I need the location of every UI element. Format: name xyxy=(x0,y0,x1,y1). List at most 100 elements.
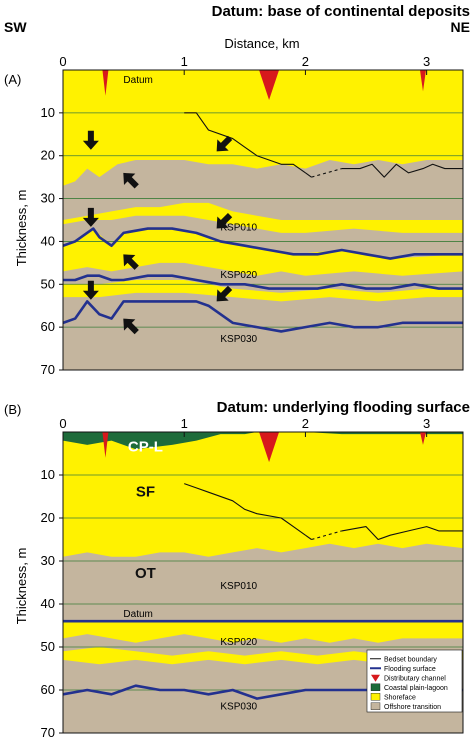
arrow-shape xyxy=(123,172,139,189)
distributary-channel xyxy=(102,70,109,96)
x-tick-label: 0 xyxy=(59,54,66,69)
y-tick-label: 70 xyxy=(41,725,55,740)
panel-b-title: Datum: underlying flooding surface xyxy=(217,399,470,416)
plot-frame xyxy=(62,69,464,371)
bedset-boundary-line xyxy=(184,483,306,536)
legend-box xyxy=(366,649,463,713)
arrow-marker xyxy=(123,318,139,335)
flooding-surface-line xyxy=(63,274,463,290)
y-tick-label: 30 xyxy=(41,191,55,206)
panel-a-label: (A) xyxy=(4,72,21,87)
zone-label: CP-L xyxy=(128,438,163,455)
panel-b-label: (B) xyxy=(4,402,21,417)
legend-item-label: Bedset boundary xyxy=(384,656,437,663)
arrow-shape xyxy=(82,207,99,227)
zone-label: OT xyxy=(135,565,156,582)
x-axis-label: Distance, km xyxy=(224,36,299,51)
legend-item-label: Distributary channel xyxy=(384,675,446,682)
panel-b-ylabel: Thickness, m xyxy=(14,548,29,625)
flooding-surface-line xyxy=(62,300,463,333)
y-tick-label: 40 xyxy=(41,596,55,611)
bedset-boundary-line xyxy=(305,172,312,178)
y-tick-label: 10 xyxy=(41,467,55,482)
bedset-boundary-line xyxy=(341,526,463,541)
distributary-channel-swatch xyxy=(371,674,380,682)
coastal-plain-lagoon-swatch xyxy=(370,683,381,691)
arrow-shape xyxy=(123,318,139,335)
arrow-marker xyxy=(82,130,99,150)
bedset-boundary-line xyxy=(305,534,312,540)
surface-label: KSP030 xyxy=(220,334,257,345)
x-tick-label: 3 xyxy=(423,54,430,69)
y-tick-label: 70 xyxy=(41,362,55,377)
x-tick-labels-b: 0 1 2 3 xyxy=(59,416,430,431)
legend-item-label: Shoreface xyxy=(384,694,416,701)
arrow-shape xyxy=(82,280,99,300)
arrow-marker xyxy=(123,172,139,189)
legend-item-label: Offshore transition xyxy=(384,704,441,711)
arrow-shape xyxy=(216,135,233,152)
y-tick-label: 20 xyxy=(41,510,55,525)
legend-item-label: Coastal plain-lagoon xyxy=(384,685,448,692)
x-tick-label: 0 xyxy=(59,416,66,431)
offshore-transition-fill xyxy=(63,634,463,656)
offshore-transition-fill xyxy=(63,292,463,370)
flooding-surface-line xyxy=(62,227,463,260)
direction-ne: NE xyxy=(451,19,470,35)
y-tick-label: 40 xyxy=(41,233,55,248)
arrow-shape xyxy=(216,285,233,302)
y-tick-label: 20 xyxy=(41,148,55,163)
offshore-transition-fill xyxy=(63,215,463,259)
arrow-marker xyxy=(216,135,233,152)
arrow-shape xyxy=(216,212,233,229)
panel-a-title: Datum: base of continental deposits xyxy=(212,3,470,20)
legend-symbol xyxy=(371,674,380,682)
x-tick-label: 2 xyxy=(302,416,309,431)
arrow-marker xyxy=(82,280,99,300)
arrow-marker xyxy=(216,212,233,229)
arrow-marker xyxy=(216,285,233,302)
x-tick-label: 3 xyxy=(423,416,430,431)
arrow-shape xyxy=(123,254,139,270)
legend-symbol xyxy=(370,683,381,691)
legend-item-label: Flooding surface xyxy=(384,666,436,673)
surface-label: KSP020 xyxy=(220,270,257,281)
datum-label: Datum xyxy=(123,609,152,620)
distributary-channel xyxy=(420,432,426,445)
bedset-boundary-line xyxy=(311,168,342,178)
bedset-boundary-line xyxy=(311,530,342,541)
panel-a-ylabel: Thickness, m xyxy=(14,190,29,267)
bedset-boundary-line xyxy=(341,163,463,178)
coastal-plain-lagoon-fill xyxy=(63,432,463,450)
zone-label: SF xyxy=(136,484,155,501)
y-tick-label: 10 xyxy=(41,105,55,120)
distributary-channel xyxy=(102,432,109,458)
distributary-channel xyxy=(420,70,426,92)
legend-symbol xyxy=(370,693,381,701)
offshore-transition-swatch xyxy=(370,702,381,710)
arrow-marker xyxy=(123,254,139,270)
direction-sw: SW xyxy=(4,19,27,35)
x-tick-label: 1 xyxy=(181,54,188,69)
panel-a-plot: 10 20 30 40 50 60 70 Datum KSP010 KSP020 KSP030 xyxy=(41,69,464,377)
distributary-channel xyxy=(259,70,280,100)
distributary-channel xyxy=(259,432,280,463)
offshore-transition-fill xyxy=(63,543,463,622)
plot-frame xyxy=(62,431,464,734)
legend-symbol xyxy=(370,702,381,710)
bedset-boundary-line xyxy=(184,112,306,174)
arrow-marker xyxy=(82,207,99,227)
x-tick-label: 2 xyxy=(302,54,309,69)
surface-label: KSP010 xyxy=(220,581,257,592)
surface-label: KSP010 xyxy=(220,223,257,234)
surface-label: KSP030 xyxy=(220,701,257,712)
datum-label: Datum xyxy=(123,75,152,86)
shoreface-swatch xyxy=(370,693,381,701)
offshore-transition-fill xyxy=(63,160,463,220)
y-tick-label: 30 xyxy=(41,553,55,568)
surface-label: KSP020 xyxy=(220,637,257,648)
offshore-transition-fill xyxy=(63,262,463,293)
arrow-shape xyxy=(82,130,99,150)
legend: Bedset boundary Flooding surface Distribut… xyxy=(366,649,463,713)
